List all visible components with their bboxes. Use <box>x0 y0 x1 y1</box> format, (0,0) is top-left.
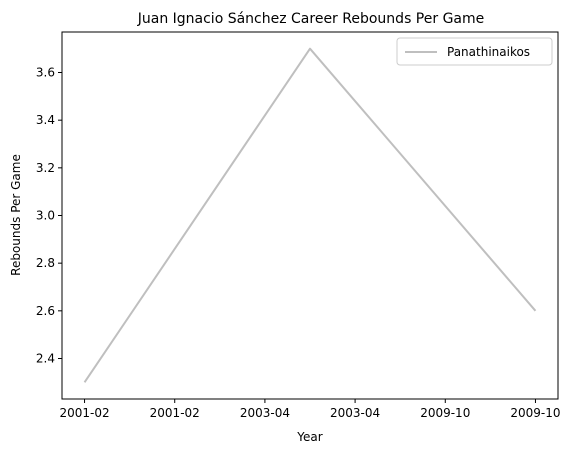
x-tick-label: 2001-02 <box>150 406 200 420</box>
x-tick-label: 2003-04 <box>330 406 380 420</box>
series-line-0 <box>83 47 537 383</box>
x-tick-label: 2009-10 <box>510 406 560 420</box>
x-axis: 2001-02 2001-02 2003-04 2003-04 2009-10 2009-… <box>59 399 561 420</box>
legend: Panathinaikos <box>396 37 553 66</box>
y-tick-label: 3.6 <box>36 66 55 80</box>
chart-title: Juan Ignacio Sánchez Career Rebounds Per… <box>137 11 485 27</box>
x-tick-label: 2009-10 <box>420 406 470 420</box>
y-tick-label: 3.2 <box>36 161 55 175</box>
legend-label: Panathinaikos <box>447 45 530 59</box>
y-axis: 2.4 2.6 2.8 3.0 3.2 3.4 3.6 <box>36 66 62 365</box>
plot-area <box>83 47 537 383</box>
y-tick-label: 2.6 <box>36 304 55 318</box>
y-axis-label: Rebounds Per Game <box>9 154 23 276</box>
plot-frame <box>61 31 559 400</box>
y-tick-label: 2.4 <box>36 351 55 365</box>
x-tick-label: 2001-02 <box>59 406 109 420</box>
x-axis-label: Year <box>296 430 322 444</box>
legend-box <box>396 37 553 66</box>
y-tick-label: 3.0 <box>36 209 55 223</box>
y-tick-label: 3.4 <box>36 113 55 127</box>
y-tick-label: 2.8 <box>36 256 55 270</box>
x-tick-label: 2003-04 <box>240 406 290 420</box>
